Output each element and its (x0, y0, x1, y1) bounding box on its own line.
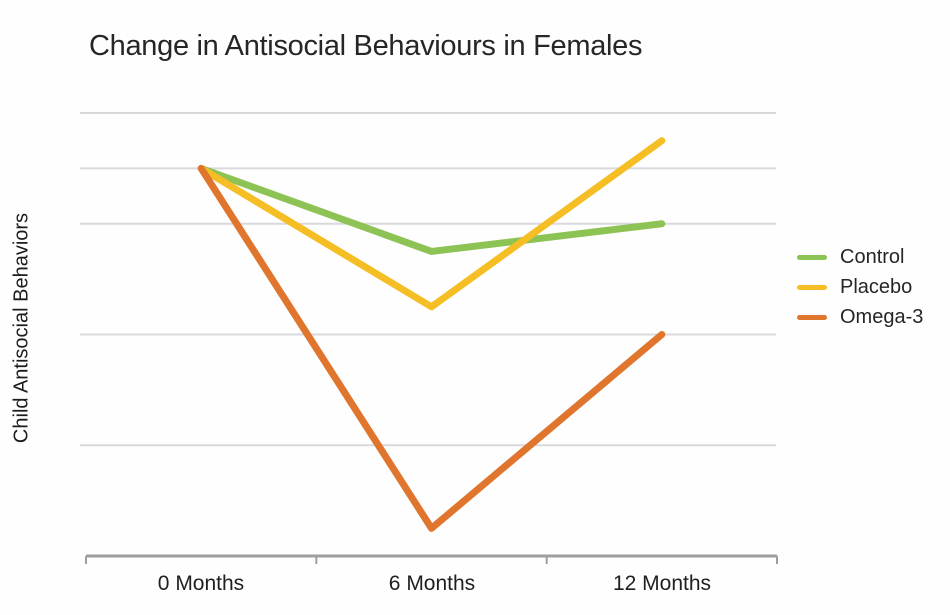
legend-swatch-omega3-icon (797, 314, 827, 320)
series-line-omega3 (197, 164, 666, 532)
x-tick-label-6-months: 6 Months (388, 572, 476, 595)
legend: Control Placebo Omega-3 (797, 242, 923, 332)
x-tick-label-12-months: 12 Months (612, 572, 712, 595)
legend-swatch-control-icon (797, 254, 827, 260)
x-tick-label-0-months: 0 Months (157, 572, 245, 595)
legend-label: Placebo (840, 275, 913, 298)
legend-swatch-placebo-icon (797, 284, 827, 290)
series-line-placebo (197, 137, 666, 311)
series-line-control (197, 164, 666, 255)
legend-label: Control (840, 245, 905, 268)
legend-item-control: Control (797, 242, 923, 272)
chart-title: Change in Antisocial Behaviours in Femal… (89, 30, 643, 62)
legend-item-placebo: Placebo (797, 272, 923, 302)
legend-label: Omega-3 (840, 305, 924, 328)
legend-item-omega3: Omega-3 (797, 302, 923, 332)
